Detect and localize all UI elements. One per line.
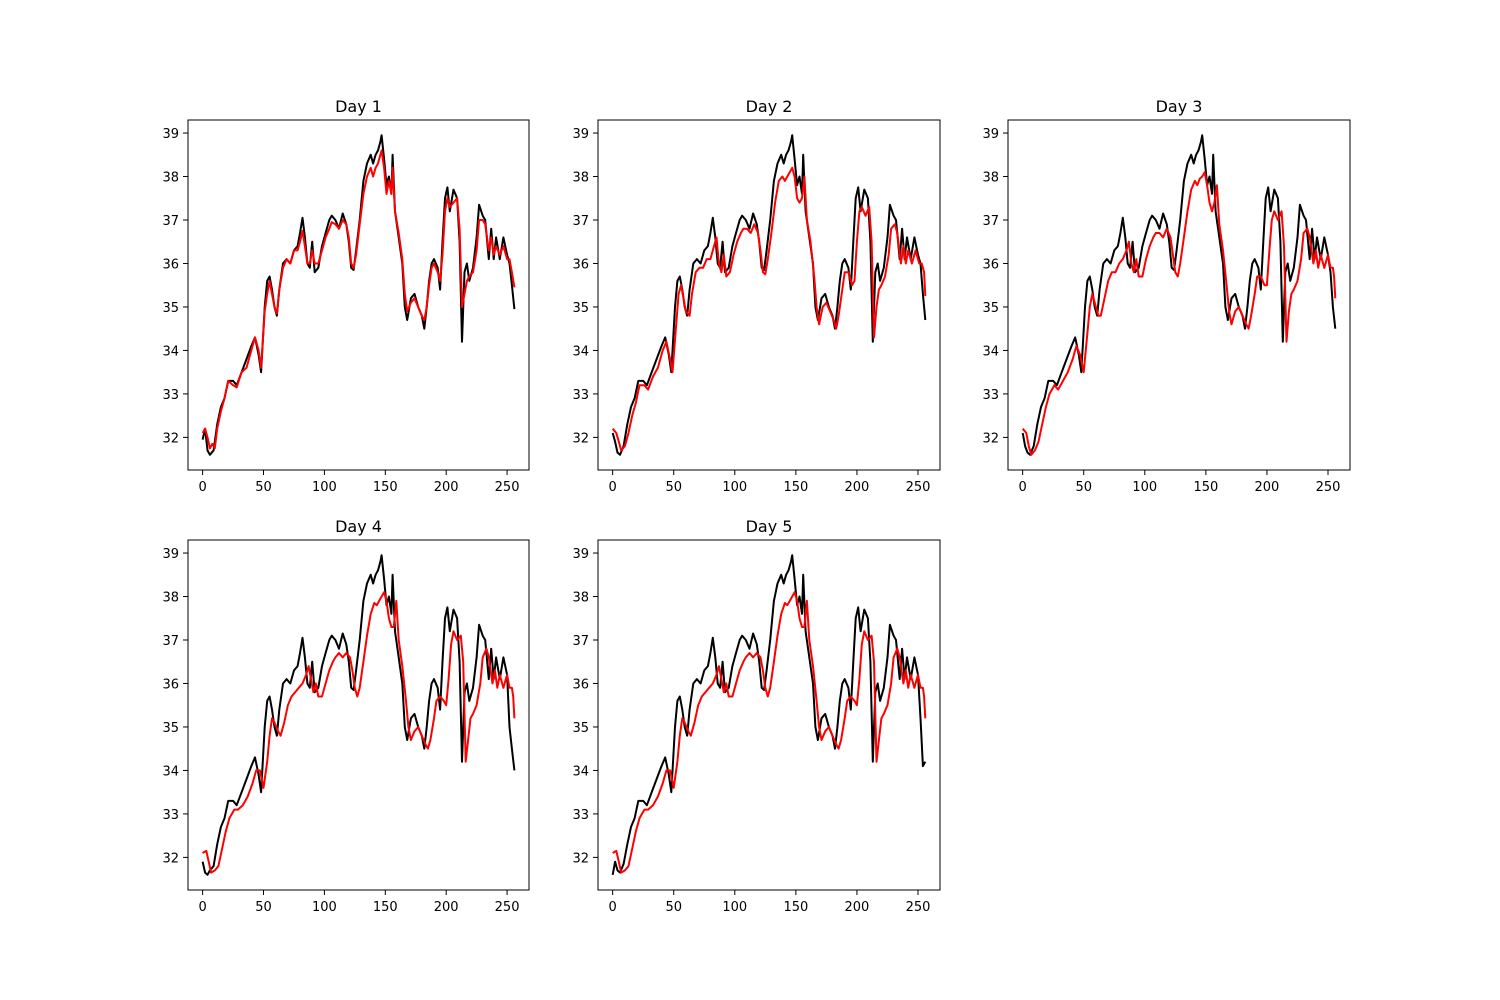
x-tick-label: 0 bbox=[609, 480, 617, 495]
subplot-day-4: Day 4 0 50 100 150 200 250 32 33 34 35 36 37 38 39 bbox=[162, 517, 530, 915]
black-series-line bbox=[1021, 134, 1337, 456]
x-tick-label: 100 bbox=[722, 480, 747, 495]
black-series-line bbox=[611, 554, 927, 875]
x-tick-label: 50 bbox=[255, 900, 272, 915]
y-tick-label: 38 bbox=[572, 591, 589, 606]
y-tick-label: 39 bbox=[572, 547, 589, 562]
y-tick-label: 37 bbox=[572, 214, 589, 229]
subplot-title: Day 4 bbox=[335, 517, 382, 536]
y-tick-label: 36 bbox=[162, 677, 179, 692]
y-tick-label: 39 bbox=[162, 127, 179, 142]
y-tick-label: 38 bbox=[982, 171, 999, 186]
y-tick-label: 36 bbox=[982, 257, 999, 272]
x-tick-label: 250 bbox=[906, 480, 931, 495]
black-series-line bbox=[201, 554, 516, 876]
x-tick-label: 0 bbox=[198, 480, 206, 495]
red-series-line bbox=[202, 591, 516, 874]
y-tick-label: 34 bbox=[162, 344, 179, 359]
y-tick-label: 34 bbox=[162, 764, 179, 779]
x-tick-label: 250 bbox=[495, 480, 520, 495]
red-series-line bbox=[611, 166, 927, 452]
y-tick-label: 35 bbox=[162, 721, 179, 736]
x-tick-label: 200 bbox=[1255, 480, 1280, 495]
axes-frame bbox=[597, 119, 941, 471]
x-tick-label: 50 bbox=[665, 480, 682, 495]
y-tick-label: 37 bbox=[572, 634, 589, 649]
x-tick-label: 100 bbox=[1132, 480, 1157, 495]
y-tick-label: 33 bbox=[572, 388, 589, 403]
x-tick-label: 250 bbox=[1316, 480, 1341, 495]
y-tick-label: 32 bbox=[572, 431, 589, 446]
x-tick-label: 150 bbox=[373, 480, 398, 495]
axes-frame bbox=[187, 539, 530, 891]
x-tick-label: 50 bbox=[665, 900, 682, 915]
y-tick-label: 39 bbox=[572, 127, 589, 142]
red-series-line bbox=[1021, 171, 1337, 456]
subplot-day-5: Day 5 0 50 100 150 200 250 32 33 34 35 36 37 38 39 bbox=[572, 517, 941, 915]
axes-frame bbox=[597, 539, 941, 891]
y-tick-label: 38 bbox=[162, 171, 179, 186]
y-tick-label: 33 bbox=[162, 808, 179, 823]
x-tick-label: 150 bbox=[783, 900, 808, 915]
x-tick-label: 150 bbox=[373, 900, 398, 915]
y-tick-label: 35 bbox=[572, 721, 589, 736]
subplot-day-2: Day 2 0 50 100 150 200 250 32 33 34 35 36 37 38 39 bbox=[572, 97, 941, 495]
y-tick-label: 33 bbox=[572, 808, 589, 823]
red-series-line bbox=[612, 591, 927, 874]
y-tick-label: 36 bbox=[572, 257, 589, 272]
y-tick-label: 38 bbox=[162, 591, 179, 606]
x-tick-label: 250 bbox=[495, 900, 520, 915]
x-tick-label: 50 bbox=[1075, 480, 1092, 495]
subplot-title: Day 2 bbox=[746, 97, 793, 116]
x-tick-label: 100 bbox=[312, 900, 337, 915]
black-series-line bbox=[201, 134, 516, 456]
y-tick-label: 33 bbox=[982, 388, 999, 403]
x-tick-label: 200 bbox=[845, 480, 870, 495]
x-tick-label: 200 bbox=[845, 900, 870, 915]
black-series-line bbox=[611, 134, 927, 456]
x-tick-label: 0 bbox=[609, 900, 617, 915]
x-tick-label: 0 bbox=[198, 900, 206, 915]
y-tick-label: 36 bbox=[572, 677, 589, 692]
y-tick-label: 32 bbox=[162, 431, 179, 446]
x-tick-label: 150 bbox=[783, 480, 808, 495]
y-tick-label: 35 bbox=[982, 301, 999, 316]
y-tick-label: 34 bbox=[572, 344, 589, 359]
y-tick-label: 34 bbox=[572, 764, 589, 779]
x-tick-label: 50 bbox=[255, 480, 272, 495]
subplot-day-3: Day 3 0 50 100 150 200 250 32 33 34 35 36 37 38 39 bbox=[982, 97, 1351, 495]
y-tick-label: 35 bbox=[572, 301, 589, 316]
y-tick-label: 33 bbox=[162, 388, 179, 403]
y-tick-label: 34 bbox=[982, 344, 999, 359]
x-tick-label: 0 bbox=[1019, 480, 1027, 495]
y-tick-label: 32 bbox=[572, 851, 589, 866]
y-tick-label: 37 bbox=[162, 634, 179, 649]
axes-frame bbox=[1007, 119, 1351, 471]
y-tick-label: 38 bbox=[572, 171, 589, 186]
x-tick-label: 200 bbox=[434, 480, 459, 495]
y-tick-label: 37 bbox=[982, 214, 999, 229]
y-tick-label: 32 bbox=[162, 851, 179, 866]
x-tick-label: 250 bbox=[906, 900, 931, 915]
subplot-day-1: Day 1 0 50 100 150 200 250 32 33 34 35 36 37 38 39 bbox=[162, 97, 530, 495]
x-tick-label: 200 bbox=[434, 900, 459, 915]
y-tick-label: 35 bbox=[162, 301, 179, 316]
subplot-title: Day 3 bbox=[1156, 97, 1203, 116]
y-tick-label: 36 bbox=[162, 257, 179, 272]
y-tick-label: 37 bbox=[162, 214, 179, 229]
x-tick-label: 100 bbox=[312, 480, 337, 495]
y-tick-label: 39 bbox=[162, 547, 179, 562]
subplot-title: Day 5 bbox=[746, 517, 793, 536]
x-tick-label: 100 bbox=[722, 900, 747, 915]
y-tick-label: 39 bbox=[982, 127, 999, 142]
y-tick-label: 32 bbox=[982, 431, 999, 446]
subplot-title: Day 1 bbox=[335, 97, 382, 116]
red-series-line bbox=[201, 149, 516, 450]
x-tick-label: 150 bbox=[1193, 480, 1218, 495]
axes-frame bbox=[187, 119, 530, 471]
